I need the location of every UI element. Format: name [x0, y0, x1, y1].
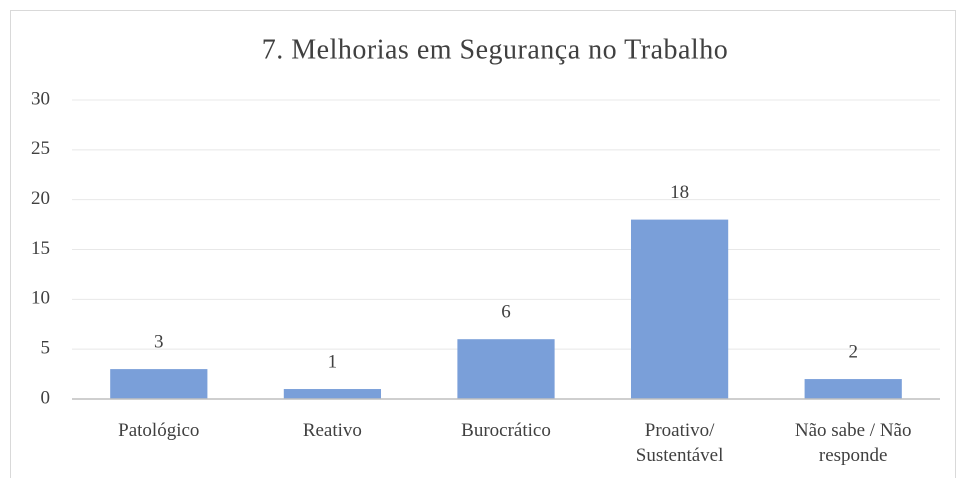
y-tick-label: 20: [31, 188, 50, 209]
bar: [110, 369, 208, 399]
data-label: 18: [670, 182, 689, 203]
x-tick-label: Não sabe / Não responde: [794, 420, 912, 466]
y-tick-label: 25: [31, 138, 50, 159]
y-tick-label: 15: [31, 238, 50, 259]
bar: [630, 219, 729, 399]
y-tick-label: 5: [41, 338, 51, 359]
data-label: 6: [501, 302, 511, 323]
data-label: 1: [328, 351, 338, 372]
data-label: 2: [848, 341, 858, 362]
y-tick-label: 30: [31, 88, 50, 109]
x-tick-label: Proativo/ Sustentável: [635, 420, 724, 466]
x-tick-label: Reativo: [302, 420, 362, 441]
x-tick-label: Patológico: [118, 420, 200, 441]
chart-title: 7. Melhorias em Segurança no Trabalho: [262, 34, 728, 65]
y-tick-label: 10: [31, 288, 50, 309]
bar: [457, 339, 555, 399]
bar: [804, 379, 902, 399]
x-tick-label: Burocrático: [461, 420, 551, 441]
chart-frame: [10, 10, 956, 478]
y-tick-label: 0: [41, 387, 51, 408]
data-label: 3: [154, 331, 164, 352]
bar: [283, 389, 382, 399]
